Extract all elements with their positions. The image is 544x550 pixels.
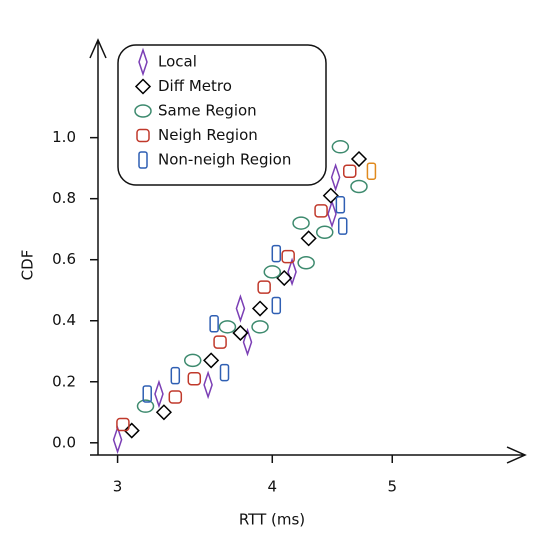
x-axis	[90, 446, 527, 464]
legend-label: Same Region	[158, 102, 257, 120]
point	[112, 425, 123, 455]
point	[251, 300, 269, 317]
point	[366, 162, 377, 180]
point	[300, 230, 317, 247]
y-tick-label: 0.0	[52, 433, 76, 451]
point	[242, 327, 253, 357]
y-tick-label: 0.6	[52, 250, 76, 268]
point	[350, 179, 368, 194]
y-axis-label: CDF	[19, 250, 37, 281]
point	[331, 140, 350, 154]
point	[292, 216, 310, 230]
point	[343, 164, 357, 178]
point	[327, 199, 337, 229]
point	[136, 399, 155, 413]
point	[350, 150, 368, 168]
point	[209, 315, 219, 333]
point	[203, 352, 220, 369]
point	[251, 320, 269, 334]
point	[168, 390, 183, 404]
point	[297, 256, 315, 270]
legend-marker	[136, 128, 150, 143]
point	[203, 370, 213, 400]
point	[322, 187, 339, 204]
point	[287, 257, 297, 287]
legend-label: Local	[158, 53, 197, 71]
legend: Local Diff Metro Same Region Neigh Region No…	[117, 44, 327, 186]
point	[263, 265, 282, 279]
point	[271, 244, 282, 263]
point	[170, 366, 181, 385]
point	[155, 404, 172, 421]
legend-marker	[138, 47, 148, 77]
point	[116, 417, 130, 432]
point	[257, 280, 271, 294]
point	[271, 296, 282, 315]
y-tick-label: 0.2	[52, 372, 76, 390]
y-tick-label: 0.8	[52, 189, 76, 207]
point	[219, 363, 230, 382]
legend-label: Non-neigh Region	[158, 151, 291, 169]
point	[314, 204, 328, 218]
x-tick-label: 3	[113, 478, 123, 496]
y-tick-label: 0.4	[52, 311, 76, 329]
legend-marker	[138, 151, 148, 169]
y-tick-label: 1.0	[52, 128, 76, 146]
point	[154, 379, 164, 409]
point	[330, 162, 341, 192]
legend-marker	[134, 78, 152, 95]
point	[281, 249, 295, 264]
point	[142, 385, 152, 403]
point	[232, 324, 249, 342]
point	[218, 320, 237, 334]
point	[335, 196, 346, 214]
point	[337, 217, 348, 235]
point	[213, 335, 227, 349]
legend-label: Neigh Region	[158, 126, 258, 144]
point	[276, 269, 293, 287]
x-tick-label: 4	[267, 478, 277, 496]
point	[123, 422, 140, 439]
x-axis-label: RTT (ms)	[239, 511, 305, 529]
point	[235, 294, 246, 323]
x-tick-label: 5	[387, 478, 397, 496]
legend-label: Diff Metro	[158, 77, 232, 95]
point	[183, 353, 202, 368]
y-axis	[89, 38, 107, 455]
legend-box	[117, 44, 327, 186]
point	[187, 371, 202, 386]
legend-marker	[134, 104, 152, 118]
point	[315, 225, 334, 239]
